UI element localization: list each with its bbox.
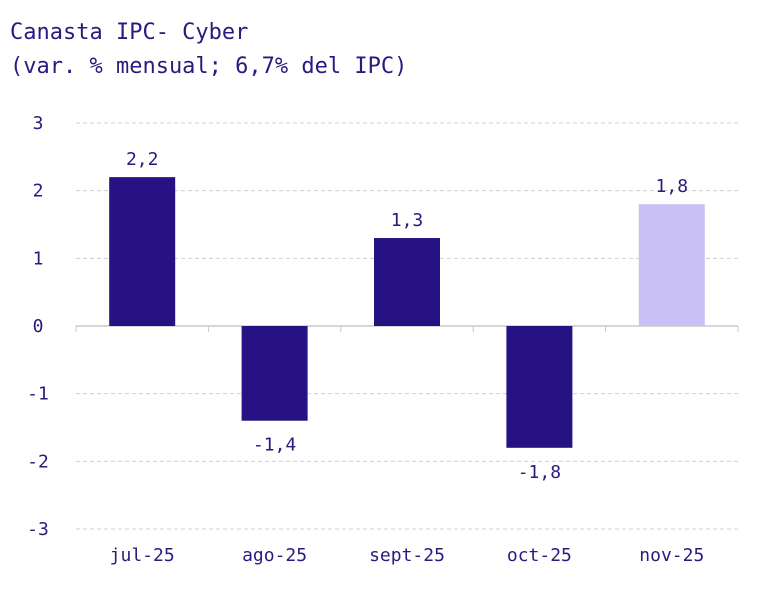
- x-tick-label: nov-25: [639, 545, 704, 566]
- data-label: -1,4: [253, 435, 296, 456]
- data-label: 2,2: [126, 149, 159, 170]
- data-label: 1,8: [656, 176, 689, 197]
- bar-oct-25: [506, 326, 573, 448]
- bar-jul-25: [109, 177, 176, 326]
- data-label: -1,8: [518, 462, 561, 483]
- bar-ago-25: [241, 326, 308, 421]
- x-tick-label: oct-25: [507, 545, 572, 566]
- chart-subtitle: (var. % mensual; 6,7% del IPC): [10, 54, 408, 79]
- bar-sept-25: [374, 238, 440, 326]
- x-tick-label: sept-25: [369, 545, 445, 566]
- bars: [109, 177, 705, 448]
- y-tick-label: 3: [33, 113, 44, 134]
- x-tick-label: ago-25: [242, 545, 307, 566]
- chart-title: Canasta IPC- Cyber: [10, 20, 249, 45]
- axes: 3 2 1 0 -1 -2 -3 jul-25 ago-25 sept-25 oct-25 nov-2…: [27, 113, 739, 566]
- x-tick-label: jul-25: [110, 545, 175, 566]
- y-tick-label: -3: [27, 519, 49, 540]
- y-tick-label: -2: [27, 451, 49, 472]
- y-tick-label: -1: [27, 384, 49, 405]
- bar-nov-25: [638, 204, 705, 326]
- y-tick-label: 1: [33, 248, 44, 269]
- chart-title-block: Canasta IPC- Cyber (var. % mensual; 6,7%…: [10, 16, 407, 84]
- y-tick-label: 0: [33, 316, 44, 337]
- data-labels: 2,2 -1,4 1,3 -1,8 1,8: [126, 149, 688, 483]
- data-label: 1,3: [391, 210, 424, 231]
- y-tick-label: 2: [33, 181, 44, 202]
